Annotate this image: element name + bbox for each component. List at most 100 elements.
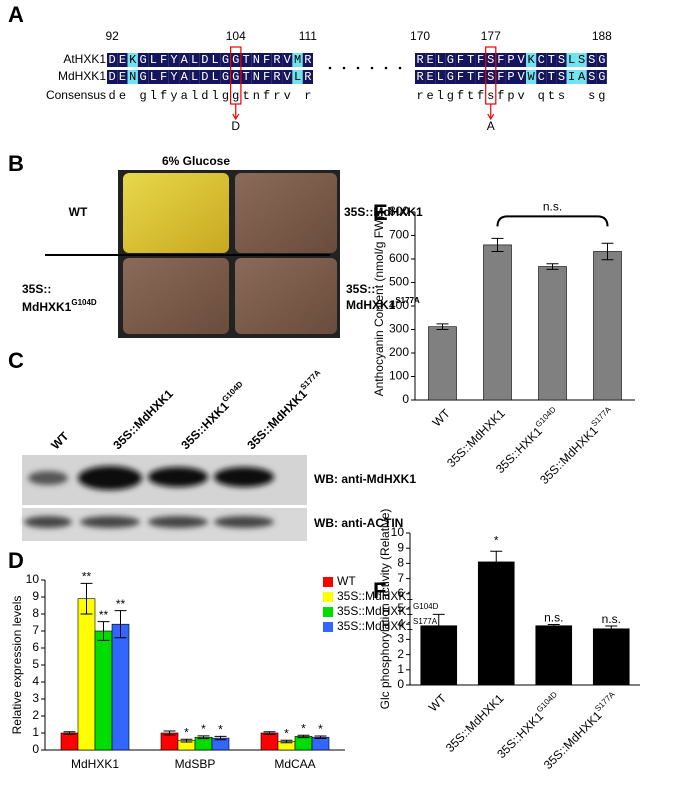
superscript: G104D	[534, 405, 558, 429]
residue-cell	[127, 53, 138, 67]
residue-cell	[536, 70, 547, 84]
residue-cell	[240, 53, 252, 67]
residue-cell	[415, 53, 426, 67]
panel-label: C	[8, 348, 24, 373]
error-bar	[163, 730, 176, 736]
residue-cell	[546, 53, 557, 67]
bar	[538, 266, 567, 401]
label-text: 35S::MdHXK1	[443, 691, 507, 755]
error-bar	[180, 738, 193, 743]
sample-name: MdHXK1	[22, 300, 72, 314]
bracket-label: n.s.	[543, 199, 562, 213]
position-number: 170	[410, 29, 430, 43]
blot	[22, 455, 307, 541]
y-tick-label: 800	[389, 204, 409, 218]
significance-label: *	[201, 722, 206, 736]
label-text: WT	[430, 406, 454, 430]
x-tick-label: MdHXK1	[71, 757, 119, 771]
error-bar	[297, 734, 310, 739]
sample-label: MdHXK1G104D	[22, 298, 97, 314]
y-tick-label: 2	[32, 708, 39, 722]
y-tick-label: 3	[32, 691, 39, 705]
residue-cell	[302, 70, 313, 84]
y-tick-label: 600	[389, 251, 409, 265]
position-number: 111	[299, 29, 318, 43]
residue-cell	[475, 70, 486, 84]
residue-cell	[495, 70, 506, 84]
y-tick-label: 10	[391, 525, 405, 539]
residue-cell	[148, 70, 159, 84]
residue-cell	[435, 70, 446, 84]
error-bar	[280, 739, 293, 744]
lane-label: WT	[48, 429, 72, 453]
panel-label: D	[8, 548, 24, 573]
residue-cell	[445, 70, 456, 84]
residue-cell	[455, 53, 466, 67]
error-bar	[214, 735, 227, 741]
residue-cell	[127, 70, 138, 84]
y-tick-label: 5	[397, 601, 404, 615]
error-bar	[491, 237, 504, 252]
superscript: G104D	[535, 690, 559, 714]
label-text: 35S::MdHXK1	[541, 708, 605, 772]
bar	[483, 244, 512, 401]
sample-label: 35S::	[346, 282, 375, 296]
y-tick-label: 0	[32, 742, 39, 756]
bar	[60, 732, 79, 751]
y-tick-label: 400	[389, 298, 409, 312]
significance-label: *	[494, 533, 499, 547]
residue-cell	[425, 70, 436, 84]
blot-label: WB: anti-MdHXK1	[314, 472, 416, 486]
bracket	[496, 215, 609, 227]
significance-label: **	[99, 608, 109, 622]
residue-cell	[465, 70, 476, 84]
residue-cell	[148, 53, 159, 67]
superscript: S177A	[395, 296, 420, 305]
y-tick-label: 3	[397, 632, 404, 646]
residue-cell	[179, 53, 190, 67]
row-name: Consensus	[46, 88, 106, 102]
residue-cell	[556, 70, 567, 84]
photo-title: 6% Glucose	[162, 154, 230, 168]
residue-cell	[596, 53, 607, 67]
residue-cell	[566, 53, 577, 67]
mutation-arrowhead	[487, 113, 495, 121]
y-tick-label: 10	[26, 572, 40, 586]
error-bar	[263, 731, 276, 735]
label-text: 35S::HXK1	[493, 424, 545, 476]
residue-cell	[415, 70, 426, 84]
y-tick-label: 7	[397, 571, 404, 585]
y-tick-label: 500	[389, 275, 409, 289]
residue-cell	[240, 70, 252, 84]
residue-cell	[586, 53, 597, 67]
error-bar	[197, 735, 210, 740]
residue-cell	[282, 53, 293, 67]
residue-cell	[158, 70, 169, 84]
residue-cell	[485, 70, 496, 84]
legend-swatch	[323, 607, 333, 617]
bar	[535, 625, 573, 686]
superscript: G104D	[71, 298, 97, 307]
position-number: 104	[226, 29, 246, 43]
sample-label: WT	[69, 205, 88, 219]
error-bar	[546, 263, 559, 270]
residue-cell	[485, 53, 496, 67]
y-tick-label: 6	[397, 586, 404, 600]
superscript: S177A	[593, 690, 617, 714]
significance-label: n.s.	[544, 611, 563, 625]
bar	[260, 732, 279, 751]
residue-cell	[505, 53, 516, 67]
residue-cell	[302, 53, 313, 67]
residue-cell	[271, 70, 283, 84]
residue-cell	[516, 70, 527, 84]
label-text: 35S::HXK1	[178, 399, 232, 453]
sample-label: 35S::	[22, 282, 51, 296]
residue-cell	[251, 53, 262, 67]
y-tick-label: 1	[397, 662, 404, 676]
legend-label: WT	[337, 574, 356, 588]
lane-label: 35S::MdHXK1	[110, 387, 176, 453]
y-tick-label: 4	[32, 674, 39, 688]
row-name: MdHXK1	[58, 69, 106, 83]
significance-label: *	[218, 723, 223, 737]
